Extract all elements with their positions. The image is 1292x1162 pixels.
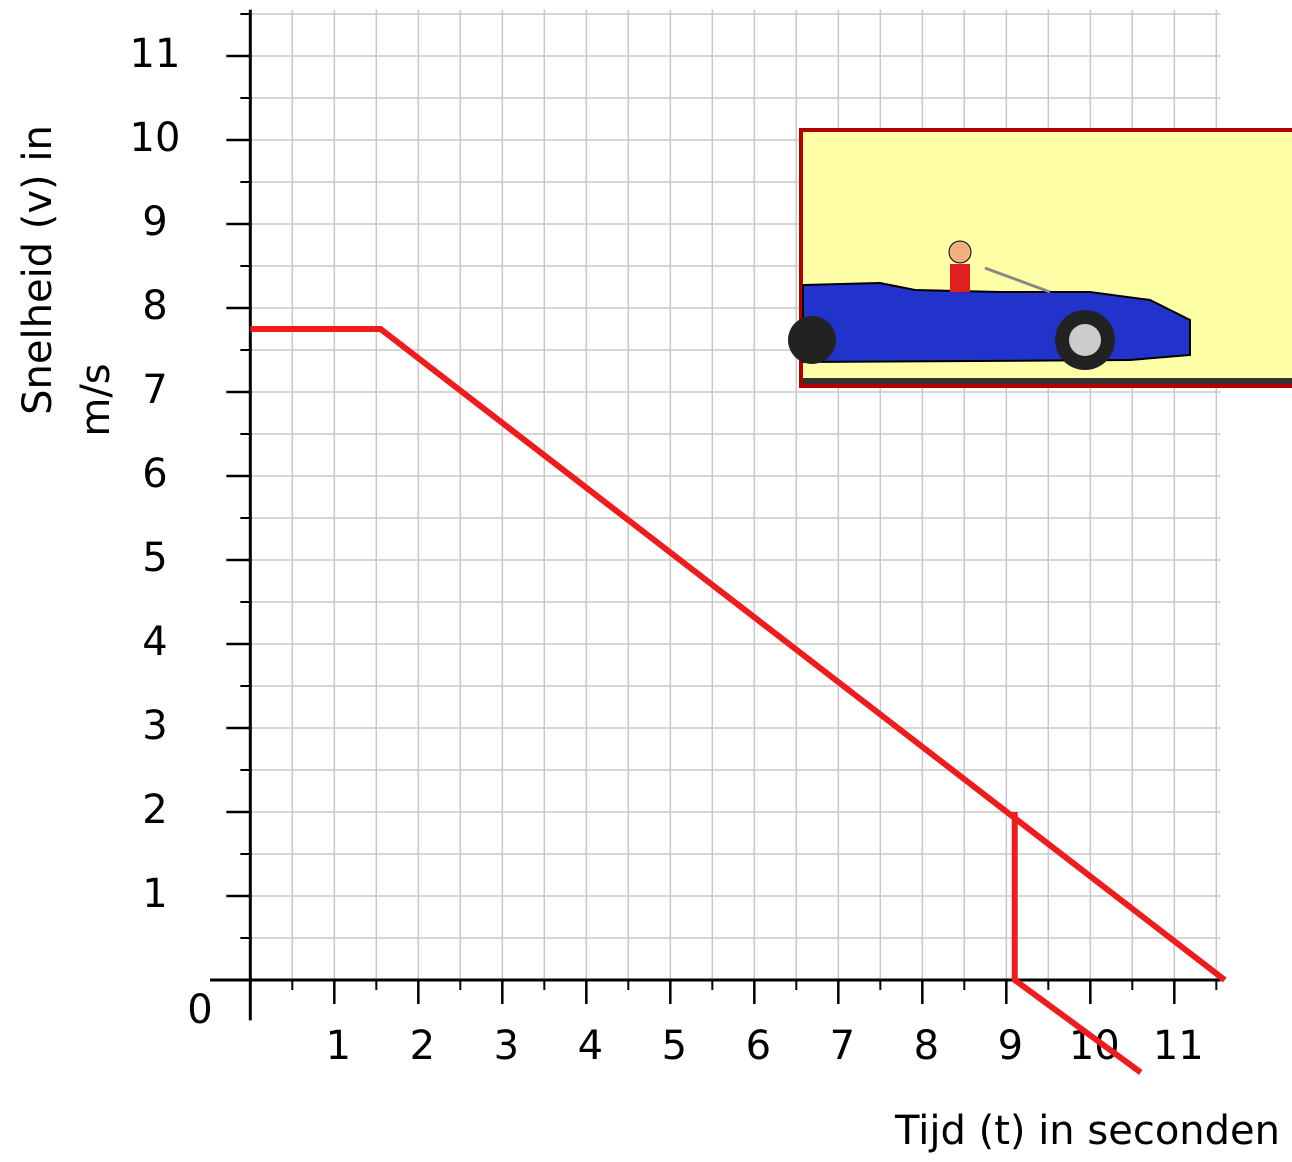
x-tick-label: 5 (662, 1023, 687, 1069)
y-tick-label: 2 (142, 787, 167, 833)
x-tick-label: 4 (578, 1023, 603, 1069)
x-tick-label: 10 (1069, 1023, 1120, 1069)
x-tick-label: 8 (914, 1023, 939, 1069)
driver-head (949, 241, 971, 263)
line (250, 329, 1224, 980)
driver-body (950, 264, 970, 292)
y-tick-label: 10 (130, 115, 181, 161)
x-tick-label: 3 (494, 1023, 519, 1069)
y-axis-title: Snelheid (v) in (15, 125, 61, 415)
y-tick-label: 8 (142, 283, 167, 329)
y-tick-label: 11 (130, 31, 181, 77)
x-tick-label: 9 (998, 1023, 1023, 1069)
car-picture (788, 130, 1292, 386)
x-tick-label: 6 (746, 1023, 771, 1069)
wheel (788, 316, 836, 364)
x-tick-label: 2 (410, 1023, 435, 1069)
road (803, 378, 1292, 384)
x-tick-label: 1 (326, 1023, 351, 1069)
y-tick-label: 4 (142, 619, 167, 665)
y-tick-label: 1 (142, 871, 167, 917)
chart: 1 2 3 4 5 6 7 8 9 10 11 0 1 2 3 4 5 6 7 8 9 10 11 Snelheid (v) … (0, 0, 1292, 1162)
page: 1 2 3 4 5 6 7 8 9 10 11 0 1 2 3 4 5 6 7 8 9 10 11 Snelheid (v) … (0, 0, 1292, 1162)
y-tick-label: 0 (187, 987, 212, 1033)
y-tick-label: 9 (142, 199, 167, 245)
y-tick-label: 3 (142, 703, 167, 749)
y-tick-label: 6 (142, 451, 167, 497)
x-tick-label: 7 (830, 1023, 855, 1069)
x-tick-label: 11 (1153, 1023, 1204, 1069)
y-tick-label: 5 (142, 535, 167, 581)
y-axis-title: m/s (73, 363, 119, 436)
wheel-hub (1069, 324, 1101, 356)
x-axis-title: Tijd (t) in seconden (894, 1108, 1280, 1154)
y-tick-label: 7 (142, 367, 167, 413)
